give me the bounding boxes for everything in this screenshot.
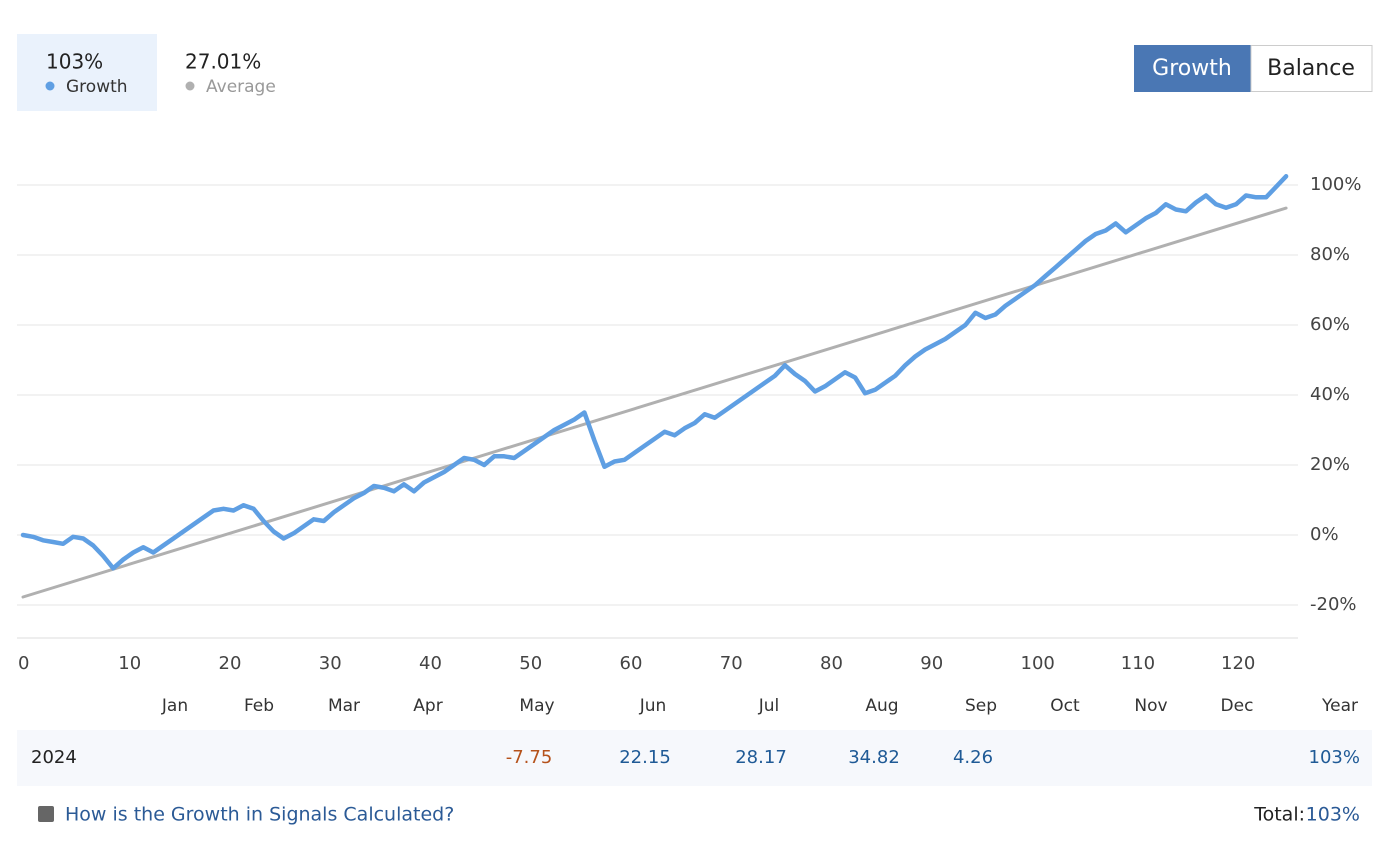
- month-label: Apr: [413, 696, 442, 716]
- month-label: May: [519, 696, 554, 716]
- tab[interactable]: [1250, 45, 1373, 92]
- y-tick-label: 20%: [1310, 454, 1350, 475]
- series-line: [21, 206, 1288, 599]
- x-tick-label: 100: [1021, 653, 1055, 674]
- tab-label[interactable]: Balance: [1267, 56, 1355, 81]
- total-value: 103%: [1306, 804, 1360, 826]
- month-label: Sep: [965, 696, 997, 716]
- year-label: Year: [1321, 696, 1358, 716]
- month-value: 4.26: [953, 747, 993, 768]
- x-tick-label: 110: [1121, 653, 1155, 674]
- series-line: [20, 174, 1289, 571]
- x-tick-label: 0: [18, 653, 29, 674]
- month-value: -7.75: [506, 747, 553, 768]
- tab-active[interactable]: [1134, 45, 1251, 92]
- total-label: Total:: [1253, 804, 1305, 826]
- x-tick-label: 60: [620, 653, 643, 674]
- y-tick-label: 100%: [1310, 174, 1361, 195]
- y-tick-label: 60%: [1310, 314, 1350, 335]
- stat-box: [17, 34, 157, 111]
- month-label: Dec: [1221, 696, 1254, 716]
- month-label: Nov: [1134, 696, 1167, 716]
- tab-label[interactable]: Growth: [1152, 56, 1232, 81]
- legend-dot: [185, 81, 195, 91]
- month-value: 28.17: [735, 747, 787, 768]
- x-tick-label: 40: [419, 653, 442, 674]
- stat-value: 103%: [46, 50, 103, 74]
- month-label: Jul: [758, 696, 780, 716]
- y-tick-label: 0%: [1310, 524, 1339, 545]
- y-tick-label: 80%: [1310, 244, 1350, 265]
- month-label: Jun: [639, 696, 667, 716]
- legend-label: Average: [206, 77, 276, 97]
- legend-label: Growth: [66, 77, 128, 97]
- help-link[interactable]: How is the Growth in Signals Calculated?: [65, 804, 454, 826]
- x-tick-label: 50: [519, 653, 542, 674]
- month-label: Aug: [865, 696, 898, 716]
- x-tick-label: 70: [720, 653, 743, 674]
- y-tick-label: -20%: [1310, 594, 1357, 615]
- help-icon: [38, 806, 54, 822]
- month-label: Feb: [244, 696, 274, 716]
- month-label: Oct: [1050, 696, 1080, 716]
- row-total: 103%: [1309, 747, 1360, 768]
- x-tick-label: 120: [1221, 653, 1255, 674]
- x-tick-label: 10: [118, 653, 141, 674]
- x-tick-label: 80: [820, 653, 843, 674]
- x-tick-label: 30: [319, 653, 342, 674]
- month-value: 34.82: [848, 747, 900, 768]
- month-value: 22.15: [619, 747, 671, 768]
- month-label: Mar: [328, 696, 360, 716]
- stat-value: 27.01%: [185, 50, 261, 74]
- table-row-bg: [17, 730, 1372, 786]
- x-tick-label: 90: [920, 653, 943, 674]
- legend-dot: [45, 81, 55, 91]
- month-label: Jan: [161, 696, 188, 716]
- x-tick-label: 20: [219, 653, 242, 674]
- row-year: 2024: [31, 747, 77, 768]
- y-tick-label: 40%: [1310, 384, 1350, 405]
